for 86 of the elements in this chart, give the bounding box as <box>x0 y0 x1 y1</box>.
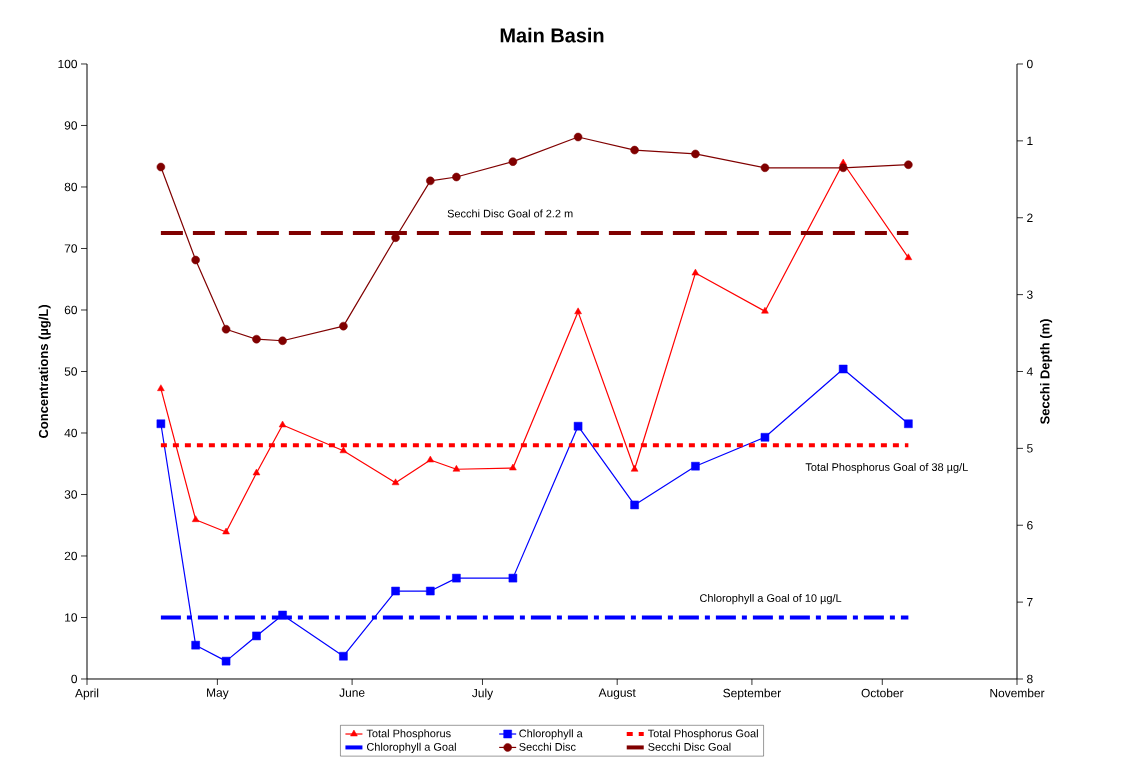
legend-label: Chlorophyll a <box>519 729 583 740</box>
point <box>339 446 348 454</box>
annotation: Secchi Disc Goal of 2.2 m <box>447 209 573 218</box>
point <box>761 306 769 314</box>
x-tick-label: June <box>339 688 365 697</box>
point <box>426 176 435 186</box>
legend-label: Secchi Disc <box>519 742 576 751</box>
point <box>452 465 461 472</box>
point <box>221 324 231 334</box>
point <box>278 610 287 620</box>
point <box>278 336 287 345</box>
y-tick-label: 60 <box>64 305 78 315</box>
y-tick-label: 30 <box>64 490 78 499</box>
x-tick-label: April <box>75 688 99 700</box>
y-tick-label: 10 <box>65 613 78 622</box>
point <box>339 321 348 331</box>
point <box>508 157 518 166</box>
point <box>252 631 261 641</box>
y2-tick-label: 7 <box>1027 598 1033 607</box>
point <box>630 500 639 510</box>
point <box>573 132 583 142</box>
y2-axis-title: Secchi Depth (m) <box>1040 319 1053 425</box>
point <box>691 149 700 159</box>
x-tick-label: October <box>861 688 904 698</box>
y2-tick-label: 2 <box>1027 213 1033 222</box>
y-tick-label: 50 <box>64 367 78 376</box>
annotation: Chlorophyll a Goal of 10 µg/L <box>700 593 842 605</box>
point <box>760 163 770 173</box>
point <box>391 586 400 596</box>
x-tick-label: May <box>207 688 229 700</box>
x-tick-label: September <box>723 688 781 700</box>
legend-label: Secchi Disc Goal <box>648 742 731 751</box>
y-tick-label: 90 <box>64 121 78 130</box>
point <box>391 478 400 486</box>
legend-label: Total Phosphorus Goal <box>647 729 758 740</box>
chart-title: Main Basin <box>500 27 604 43</box>
y2-tick-label: 6 <box>1027 521 1033 530</box>
point <box>691 461 700 471</box>
y-tick-label: 40 <box>64 428 78 438</box>
point <box>574 307 582 315</box>
point <box>156 162 166 172</box>
point <box>904 160 913 169</box>
y-axis-title: Concentrations (µg/L) <box>38 305 51 438</box>
point <box>426 455 435 463</box>
annotation: Total Phosphorus Goal of 38 µg/L <box>805 462 968 474</box>
point <box>760 433 770 442</box>
y2-tick-label: 4 <box>1026 367 1033 376</box>
y-tick-label: 100 <box>58 59 78 69</box>
point <box>452 573 461 583</box>
point <box>838 364 848 374</box>
legend-label: Total Phosphorus <box>366 729 451 740</box>
y-tick-label: 80 <box>64 182 78 192</box>
y2-tick-label: 0 <box>1027 59 1033 69</box>
y2-tick-label: 8 <box>1027 674 1033 684</box>
point <box>339 651 348 661</box>
point <box>221 656 231 666</box>
y-tick-label: 20 <box>64 551 78 561</box>
point <box>252 468 261 476</box>
point <box>838 163 848 173</box>
y2-tick-label: 3 <box>1026 290 1033 299</box>
y-tick-label: 0 <box>71 674 78 684</box>
point <box>222 527 230 535</box>
point <box>191 255 200 265</box>
point <box>278 420 287 428</box>
point <box>691 268 700 276</box>
x-tick-label: August <box>598 688 636 700</box>
x-tick-label: July <box>472 688 494 700</box>
y-tick-label: 70 <box>64 244 78 253</box>
point <box>452 172 461 182</box>
point <box>191 515 200 522</box>
point <box>904 253 913 260</box>
point <box>252 334 261 344</box>
y2-tick-label: 5 <box>1027 444 1033 453</box>
y2-tick-label: 1 <box>1027 136 1033 145</box>
point <box>509 463 517 471</box>
point <box>904 419 913 429</box>
point <box>573 421 583 431</box>
point <box>508 573 518 583</box>
point <box>156 419 166 429</box>
point <box>630 145 639 155</box>
legend-label: Chlorophyll a Goal <box>366 742 456 753</box>
point <box>191 640 200 650</box>
point <box>157 384 165 391</box>
point <box>426 586 435 596</box>
point <box>630 465 639 472</box>
x-tick-label: November <box>990 688 1045 698</box>
